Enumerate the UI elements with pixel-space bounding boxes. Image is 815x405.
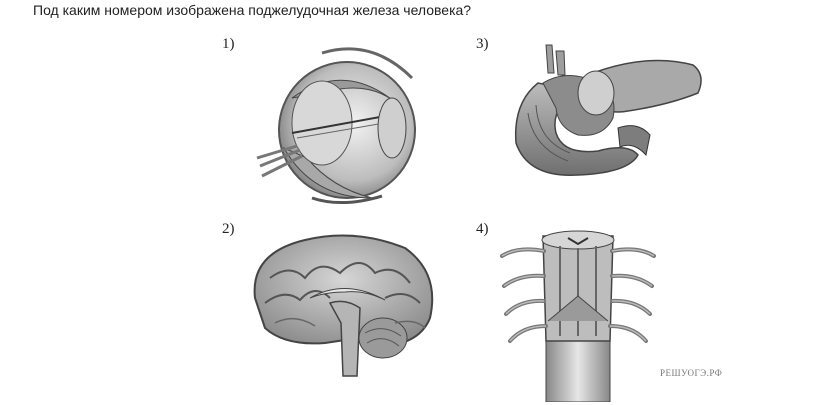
brain-anatomy-icon <box>253 234 434 377</box>
option-4-label: 4) <box>476 221 489 237</box>
option-1-label: 1) <box>222 36 235 52</box>
eye-anatomy-icon <box>256 47 416 205</box>
spinal-cord-anatomy-icon <box>500 230 656 402</box>
option-3-label: 3) <box>476 36 489 52</box>
pancreas-anatomy-icon <box>514 44 702 176</box>
watermark: РЕШУОГЭ.РФ <box>660 368 723 378</box>
option-2-label: 2) <box>222 221 235 237</box>
question-text: Под каким номером изображена поджелудочн… <box>33 2 472 18</box>
